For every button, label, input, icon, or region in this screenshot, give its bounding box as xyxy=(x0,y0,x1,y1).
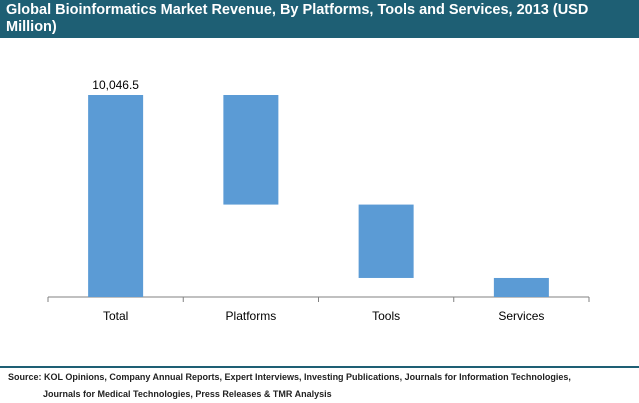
bar-total xyxy=(88,95,144,297)
source-line-1: Source: KOL Opinions, Company Annual Rep… xyxy=(8,372,571,382)
footer-divider xyxy=(0,366,639,368)
x-tick-label: Total xyxy=(103,309,128,323)
x-tick-label: Platforms xyxy=(226,309,277,323)
data-label: 10,046.5 xyxy=(92,78,139,92)
chart-header: Global Bioinformatics Market Revenue, By… xyxy=(0,0,639,38)
chart-title: Global Bioinformatics Market Revenue, By… xyxy=(6,2,589,35)
x-tick-label: Services xyxy=(498,309,544,323)
chart-area: Total 10,046.5 Platforms Tools Services xyxy=(0,38,639,365)
bar-services xyxy=(493,277,549,297)
bar-platforms xyxy=(223,95,279,205)
x-tick-label: Tools xyxy=(372,309,400,323)
bar-tools xyxy=(358,204,414,278)
source-note: Source: KOL Opinions, Company Annual Rep… xyxy=(8,369,633,403)
source-line-2: Journals for Medical Technologies, Press… xyxy=(43,389,332,399)
waterfall-chart: Total 10,046.5 Platforms Tools Services xyxy=(47,78,590,323)
